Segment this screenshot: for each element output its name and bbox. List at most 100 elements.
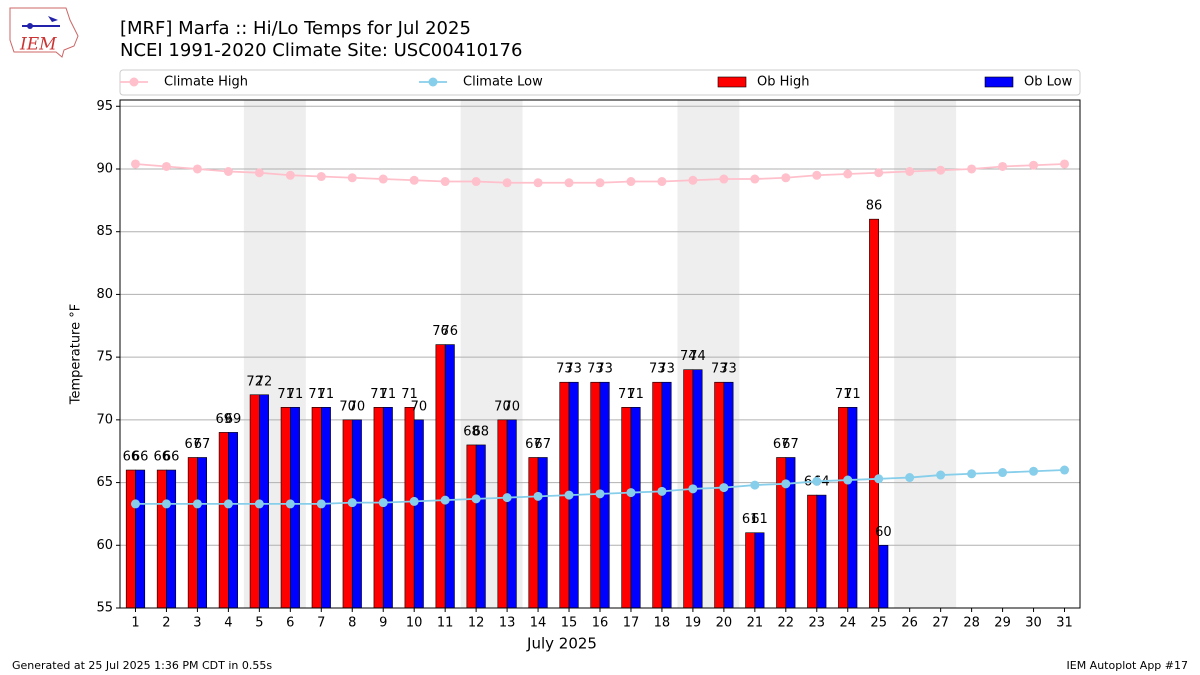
bar-label: 70 — [339, 399, 356, 414]
chart-title: [MRF] Marfa :: Hi/Lo Temps for Jul 2025 — [120, 18, 471, 39]
bar — [135, 469, 146, 609]
bar-label: 71 — [618, 387, 635, 402]
line-marker — [750, 480, 760, 490]
line-marker — [161, 161, 171, 171]
line-marker — [440, 495, 450, 505]
line-marker — [1029, 466, 1039, 476]
line-marker — [719, 174, 729, 184]
bar-label: 70 — [349, 399, 366, 414]
bar — [630, 407, 641, 609]
bar-label: 60 — [875, 525, 892, 540]
bar-label: 67 — [773, 437, 790, 452]
x-axis-label: July 2025 — [526, 635, 597, 653]
line-marker — [688, 175, 698, 185]
bar-label: 76 — [442, 324, 459, 339]
bar-label: 71 — [627, 387, 644, 402]
bar — [869, 218, 880, 609]
x-tick-label: 8 — [348, 616, 356, 631]
x-tick-label: 15 — [561, 616, 578, 631]
bar-label: 61 — [742, 512, 759, 527]
bar — [754, 532, 765, 609]
bar-label: 66 — [132, 450, 149, 465]
line-marker — [936, 470, 946, 480]
y-tick-label: 75 — [96, 350, 113, 365]
line-marker — [161, 499, 171, 509]
x-tick-label: 28 — [963, 616, 980, 631]
bar-label: 67 — [534, 437, 551, 452]
x-tick-label: 7 — [317, 616, 325, 631]
line-marker — [781, 173, 791, 183]
bar-label: 86 — [866, 199, 883, 214]
bar-label: 72 — [246, 374, 263, 389]
bar-label: 73 — [565, 362, 582, 377]
logo: IEM — [9, 7, 79, 58]
line-marker — [936, 165, 946, 175]
bar-label: 72 — [256, 374, 273, 389]
line-marker — [471, 494, 481, 504]
x-tick-label: 30 — [1025, 616, 1042, 631]
line-marker — [1029, 160, 1039, 170]
y-tick-label: 80 — [96, 287, 113, 302]
bar — [187, 457, 198, 609]
bar-label: 71 — [844, 387, 861, 402]
bar-label: 71 — [308, 387, 325, 402]
line-marker — [502, 178, 512, 188]
line-marker — [223, 166, 233, 176]
line-marker — [192, 164, 202, 174]
x-tick-label: 21 — [747, 616, 764, 631]
x-tick-label: 18 — [654, 616, 671, 631]
bar-label: 68 — [473, 424, 490, 439]
line-marker — [874, 474, 884, 484]
line-marker — [843, 169, 853, 179]
bar — [807, 494, 818, 609]
bar — [714, 381, 725, 609]
bar-label: 61 — [751, 512, 768, 527]
line-marker — [533, 491, 543, 501]
line-marker — [347, 173, 357, 183]
line-marker — [409, 175, 419, 185]
bar-label: 70 — [411, 399, 428, 414]
line-marker — [130, 159, 140, 169]
x-tick-label: 14 — [530, 616, 547, 631]
x-tick-label: 23 — [809, 616, 826, 631]
bar — [497, 419, 508, 609]
bar-label: 73 — [720, 362, 737, 377]
bar — [166, 469, 177, 609]
x-tick-label: 31 — [1056, 616, 1073, 631]
x-tick-label: 19 — [685, 616, 702, 631]
chart-subtitle: NCEI 1991-2020 Climate Site: USC00410176 — [120, 40, 522, 61]
bar — [404, 407, 415, 609]
legend-swatch — [717, 76, 747, 88]
bar — [816, 494, 827, 609]
x-tick-label: 6 — [286, 616, 294, 631]
y-tick-label: 95 — [96, 99, 113, 114]
bar-label: 73 — [596, 362, 613, 377]
line-marker — [967, 164, 977, 174]
bar — [621, 407, 632, 609]
line-marker — [719, 483, 729, 493]
bar-label: 73 — [556, 362, 573, 377]
line-marker — [378, 174, 388, 184]
line-marker — [471, 177, 481, 187]
bar — [466, 444, 477, 609]
bar — [413, 419, 424, 609]
legend-label: Climate Low — [463, 75, 543, 90]
x-tick-label: 22 — [778, 616, 795, 631]
line-marker — [626, 488, 636, 498]
legend-label: Ob Low — [1024, 75, 1073, 90]
line-marker — [812, 170, 822, 180]
bar-label: 66 — [154, 450, 171, 465]
bar-label: 67 — [185, 437, 202, 452]
x-tick-label: 29 — [994, 616, 1011, 631]
bar — [475, 444, 486, 609]
bar — [435, 344, 446, 609]
bar-label: 70 — [503, 399, 520, 414]
bar-label: 73 — [587, 362, 604, 377]
line-marker — [781, 479, 791, 489]
bar-label: 70 — [494, 399, 511, 414]
bar-label: 67 — [194, 437, 211, 452]
weekend-band — [894, 100, 957, 608]
bar — [197, 457, 208, 609]
line-marker — [409, 496, 419, 506]
bar-label: 71 — [380, 387, 397, 402]
